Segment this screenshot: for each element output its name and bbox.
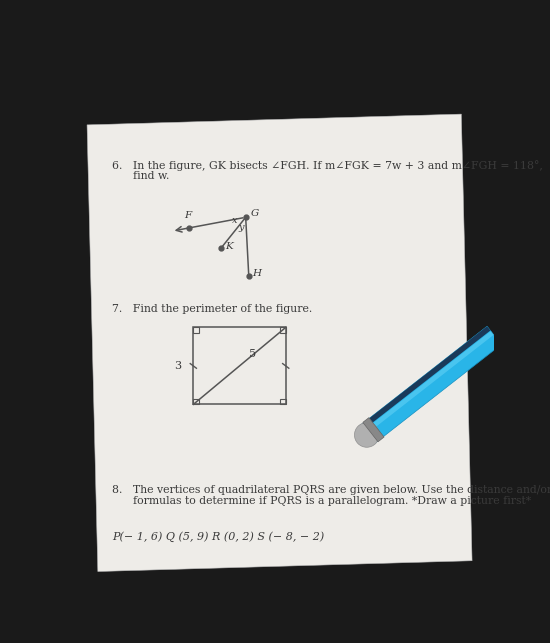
Text: 8.   The vertices of quadrilateral PQRS are given below. Use the distance and/or: 8. The vertices of quadrilateral PQRS ar…	[112, 485, 550, 495]
Text: formulas to determine if PQRS is a parallelogram. *Draw a picture first*: formulas to determine if PQRS is a paral…	[112, 496, 532, 506]
Text: K: K	[225, 242, 233, 251]
Text: 7.   Find the perimeter of the figure.: 7. Find the perimeter of the figure.	[112, 304, 313, 314]
Text: 6.   In the figure, GK bisects ∠FGH. If m∠FGK = 7w + 3 and m∠FGH = 118°,: 6. In the figure, GK bisects ∠FGH. If m∠…	[112, 160, 543, 171]
Polygon shape	[363, 418, 384, 442]
Text: x: x	[232, 217, 238, 226]
Circle shape	[354, 422, 379, 448]
Polygon shape	[360, 326, 491, 430]
Text: 5: 5	[249, 349, 256, 359]
Bar	[194, 399, 199, 404]
Text: G: G	[251, 209, 260, 218]
Polygon shape	[364, 331, 494, 434]
Text: y: y	[238, 222, 244, 231]
Bar	[194, 327, 199, 333]
Polygon shape	[360, 326, 501, 444]
Polygon shape	[87, 114, 472, 572]
Text: F: F	[184, 211, 191, 220]
Text: H: H	[252, 269, 262, 278]
Text: find w.: find w.	[112, 171, 170, 181]
Bar	[280, 399, 286, 404]
Text: 3: 3	[174, 361, 181, 371]
Bar	[280, 327, 286, 333]
Bar	[194, 327, 286, 404]
Text: P(− 1, 6) Q (5, 9) R (0, 2) S (− 8, − 2): P(− 1, 6) Q (5, 9) R (0, 2) S (− 8, − 2)	[112, 532, 324, 542]
